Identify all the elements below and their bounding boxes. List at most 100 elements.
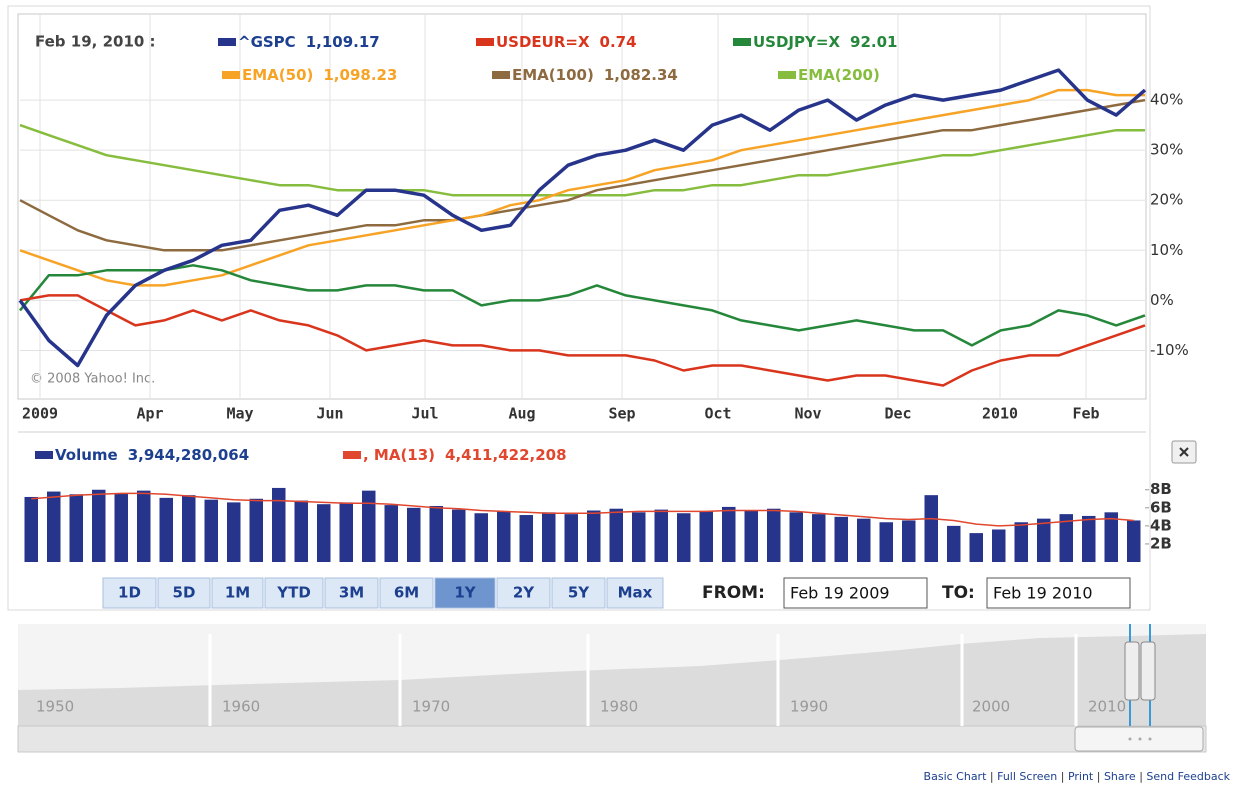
footer-link[interactable]: Print	[1068, 770, 1094, 783]
volume-bar	[339, 502, 353, 562]
legend-swatch	[222, 71, 240, 79]
range-button[interactable]: 3M	[324, 577, 379, 609]
volume-bar	[227, 502, 241, 562]
x-tick-label: Nov	[794, 405, 821, 423]
legend-name: Volume	[55, 446, 118, 464]
y-tick-label: 6B	[1150, 498, 1172, 516]
legend-name: , MA(13)	[363, 446, 435, 464]
volume-bar	[969, 533, 983, 562]
volume-bar	[92, 489, 106, 562]
to-input[interactable]	[986, 577, 1131, 609]
decade-label: 2010	[1088, 698, 1126, 716]
range-button-label[interactable]: 1D	[118, 584, 141, 602]
x-tick-label: 2009	[22, 405, 58, 423]
y-tick-label: 10%	[1150, 241, 1183, 259]
copyright: © 2008 Yahoo! Inc.	[30, 372, 155, 387]
footer-link[interactable]: Share	[1104, 770, 1136, 783]
volume-bar	[429, 506, 443, 562]
footer-separator: |	[1093, 770, 1104, 783]
range-button-label[interactable]: YTD	[276, 584, 311, 602]
range-button[interactable]: 1M	[211, 577, 264, 609]
volume-bar	[992, 529, 1006, 562]
legend-swatch	[35, 451, 53, 459]
volume-bar	[1082, 515, 1096, 562]
footer-separator: |	[1057, 770, 1068, 783]
range-button-label[interactable]: Max	[618, 584, 653, 602]
legend-name: USDJPY=X	[753, 33, 840, 51]
volume-bar	[857, 518, 871, 562]
range-button-bg[interactable]	[211, 577, 264, 609]
range-button-label[interactable]: 1Y	[454, 584, 476, 602]
range-button-bg[interactable]	[102, 577, 157, 609]
range-button[interactable]: Max	[606, 577, 664, 609]
range-button[interactable]: 1D	[102, 577, 157, 609]
legend-value: 0.74	[600, 33, 637, 51]
range-button-label[interactable]: 5D	[173, 584, 196, 602]
range-button-bg[interactable]	[264, 577, 324, 609]
volume-bar	[182, 495, 196, 562]
volume-bar	[69, 494, 83, 562]
volume-bar	[1127, 520, 1141, 562]
legend-swatch	[343, 451, 361, 459]
volume-bar	[249, 498, 263, 562]
range-button[interactable]: 1Y	[434, 577, 496, 609]
legend-entry: ^GSPC 1,109.17	[238, 33, 380, 51]
main-plot-frame	[17, 13, 1147, 400]
volume-bar	[767, 508, 781, 562]
volume-bar	[362, 490, 376, 562]
price-line	[19, 98, 1146, 252]
volume-bar	[812, 514, 826, 562]
volume-bar	[294, 500, 308, 562]
range-button[interactable]: 6M	[379, 577, 434, 609]
navigator-history	[18, 634, 1206, 726]
footer-link[interactable]: Basic Chart	[924, 770, 988, 783]
range-button-bg[interactable]	[379, 577, 434, 609]
volume-bar	[1014, 522, 1028, 562]
decade-label: 1950	[36, 698, 74, 716]
range-button[interactable]: 5Y	[551, 577, 606, 609]
legend-name: ^GSPC	[238, 33, 296, 51]
close-button[interactable]	[1171, 440, 1197, 464]
volume-bar	[587, 510, 601, 562]
volume-bar	[699, 511, 713, 562]
y-tick-label: 30%	[1150, 141, 1183, 159]
footer-link[interactable]: Full Screen	[997, 770, 1057, 783]
range-button-label[interactable]: 3M	[339, 584, 364, 602]
volume-bar	[564, 514, 578, 562]
range-button-bg[interactable]	[551, 577, 606, 609]
legend-name: EMA(100)	[512, 66, 594, 84]
range-button-bg[interactable]	[157, 577, 211, 609]
x-tick-label: Apr	[136, 405, 163, 423]
x-tick-label: Aug	[508, 405, 535, 423]
range-button-label[interactable]: 1M	[225, 584, 250, 602]
range-button-label[interactable]: 5Y	[568, 584, 590, 602]
range-handle[interactable]	[1140, 641, 1156, 701]
from-input[interactable]	[783, 577, 928, 609]
footer-link[interactable]: Send Feedback	[1146, 770, 1230, 783]
x-tick-label: 2010	[982, 405, 1018, 423]
legend-swatch	[476, 38, 494, 46]
range-button[interactable]: 5D	[157, 577, 211, 609]
legend-swatch	[218, 38, 236, 46]
x-tick-label: Oct	[704, 405, 731, 423]
range-button-bg[interactable]	[606, 577, 664, 609]
range-button-label[interactable]: 6M	[394, 584, 419, 602]
range-button[interactable]: YTD	[264, 577, 324, 609]
range-handle[interactable]	[1124, 641, 1140, 701]
volume-bar	[452, 509, 466, 562]
legend-name: EMA(200)	[798, 66, 880, 84]
range-button[interactable]: 2Y	[496, 577, 551, 609]
range-button-bg[interactable]	[434, 577, 496, 609]
range-button-bg[interactable]	[324, 577, 379, 609]
from-input-value: Feb 19 2009	[790, 584, 890, 603]
y-tick-label: 4B	[1150, 516, 1172, 534]
legend-value: 92.01	[850, 33, 897, 51]
price-line	[19, 294, 1146, 387]
range-button-bg[interactable]	[496, 577, 551, 609]
y-tick-label: 0%	[1150, 291, 1174, 309]
range-button-label[interactable]: 2Y	[513, 584, 535, 602]
volume-bar	[744, 510, 758, 562]
volume-bar	[834, 516, 848, 562]
